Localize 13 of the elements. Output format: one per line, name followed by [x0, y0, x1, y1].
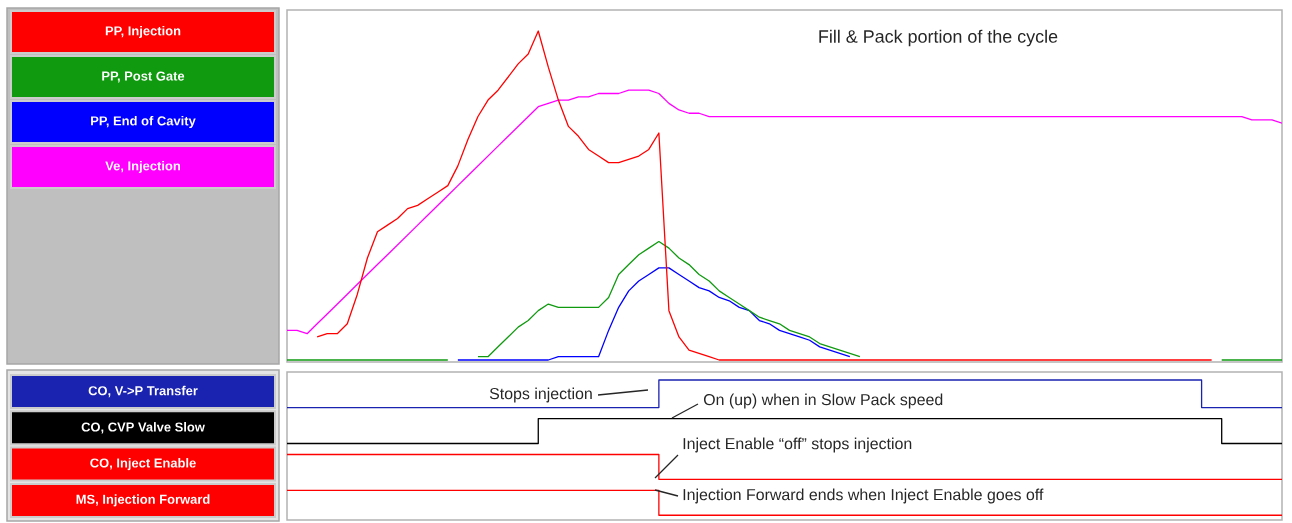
text: CO, CVP Valve Slow	[81, 422, 205, 434]
text: CO, Inject Enable	[90, 458, 196, 471]
annotation: On (up) when in Slow Pack speed	[703, 393, 943, 409]
annotation: Stops injection	[489, 387, 592, 403]
annotation: Injection Forward ends when Inject Enable goes off	[683, 488, 1044, 504]
annotation: Inject Enable “off” stops injection	[683, 437, 912, 453]
text: PP, Post Gate	[102, 71, 185, 83]
text: PP, End of Cavity	[91, 115, 196, 129]
chart-title: Fill & Pack portion of the cycle	[819, 29, 1058, 47]
text: MS, Injection Forward	[76, 494, 210, 507]
text: Ve, Injection	[105, 160, 180, 174]
text: PP, Injection	[105, 25, 181, 39]
text: CO, V->P Transfer	[88, 385, 198, 398]
